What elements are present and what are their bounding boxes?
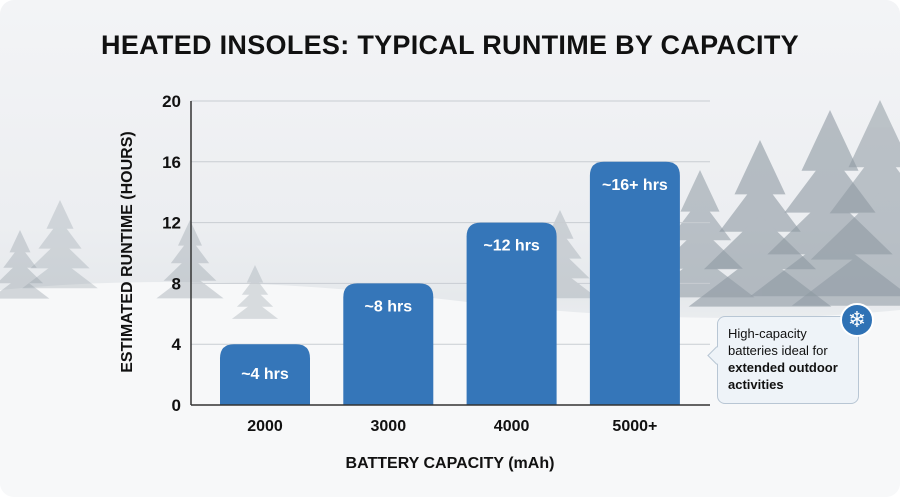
tree-layer <box>848 100 900 168</box>
tree-layer <box>734 140 786 195</box>
data-label: ~16+ hrs <box>602 177 668 194</box>
tree-layer <box>0 276 50 299</box>
data-label: ~8 hrs <box>365 298 413 315</box>
pine-tree <box>22 200 98 289</box>
tree-layer <box>801 110 859 171</box>
y-tick-label: 8 <box>172 274 181 293</box>
y-tick-label: 12 <box>162 214 181 233</box>
tree-layer <box>719 177 801 232</box>
y-tick-label: 0 <box>172 396 181 415</box>
y-axis-label: ESTIMATED RUNTIME (HOURS) <box>119 131 136 373</box>
x-tick-label: 2000 <box>247 418 283 435</box>
pine-tree <box>156 220 224 299</box>
tree-layer <box>38 219 82 249</box>
tree-layer <box>0 260 44 284</box>
tree-layer <box>30 239 90 269</box>
snowflake-icon: ❄ <box>840 303 874 337</box>
annotation-callout: High-capacity batteries ideal for extend… <box>717 316 859 404</box>
y-tick-label: 16 <box>162 153 181 172</box>
x-tick-label: 4000 <box>494 418 530 435</box>
tree-layer <box>680 170 720 212</box>
tree-layer <box>3 245 37 268</box>
bar <box>589 161 680 405</box>
bar <box>466 222 557 405</box>
chart-title: HEATED INSOLES: TYPICAL RUNTIME BY CAPAC… <box>101 30 799 60</box>
annotation-text: High-capacity batteries ideal for <box>728 326 828 358</box>
tree-layer <box>246 265 264 283</box>
x-axis-label: BATTERY CAPACITY (mAh) <box>345 455 555 472</box>
tree-layer <box>231 301 279 319</box>
y-tick-label: 4 <box>172 335 182 354</box>
tree-layer <box>703 214 817 270</box>
y-tick-label: 20 <box>162 92 181 111</box>
x-tick-label: 5000+ <box>612 418 657 435</box>
pine-tree <box>231 265 279 319</box>
bar <box>220 344 310 405</box>
pine-tree <box>791 100 900 306</box>
tree-layer <box>236 289 274 307</box>
tree-layer <box>22 259 98 289</box>
bar <box>343 283 434 405</box>
tree-layer <box>46 200 74 229</box>
tree-layer <box>668 198 732 241</box>
tree-layer <box>170 237 210 264</box>
tree-layer <box>163 255 217 281</box>
tree-layer <box>178 220 202 246</box>
tree-layer <box>156 272 224 299</box>
data-label: ~4 hrs <box>241 366 289 383</box>
pine-tree <box>0 230 50 299</box>
tree-layer <box>241 277 269 295</box>
annotation-bold-text: extended outdoor activities <box>728 360 838 392</box>
tree-layer <box>791 238 900 306</box>
tree-layer <box>9 230 31 253</box>
data-label: ~12 hrs <box>483 238 540 255</box>
x-tick-label: 3000 <box>371 418 407 435</box>
